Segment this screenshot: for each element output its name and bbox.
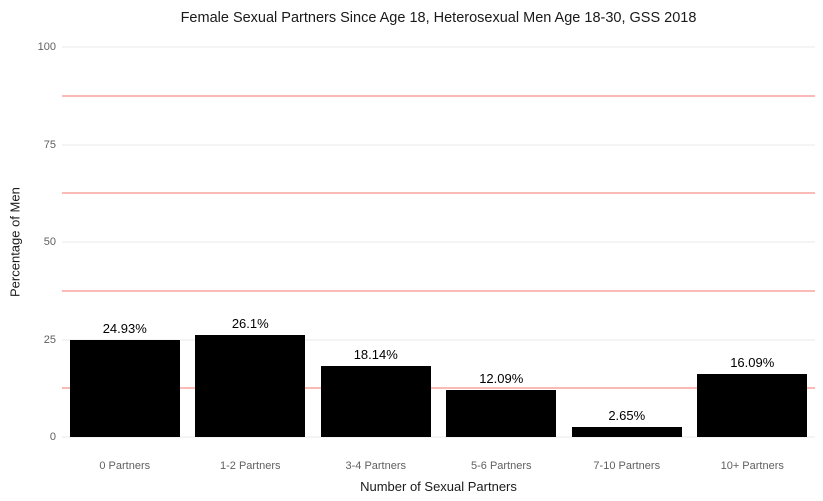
gridline-layer	[62, 46, 815, 438]
plot-panel: 24.93% 26.1% 18.14% 12.09% 2.65% 16.09%	[62, 46, 815, 438]
bar-slot: 24.93%	[62, 47, 188, 437]
bar-slot: 12.09%	[439, 47, 565, 437]
bar	[697, 374, 808, 437]
chart-title: Female Sexual Partners Since Age 18, Het…	[180, 10, 697, 26]
x-axis-title: Number of Sexual Partners	[360, 479, 517, 494]
bar-slot: 2.65%	[564, 47, 690, 437]
bar	[571, 426, 682, 437]
minor-gridline	[62, 95, 815, 97]
y-axis-tick-labels: 0 25 50 75 100	[0, 41, 56, 443]
bars-layer: 24.93% 26.1% 18.14% 12.09% 2.65% 16.09%	[62, 47, 815, 437]
y-tick-label: 0	[49, 431, 56, 443]
bar-value-label: 12.09%	[479, 370, 524, 386]
bar	[446, 389, 557, 437]
bar-value-label: 18.14%	[353, 347, 398, 363]
bar-value-label: 2.65%	[608, 407, 646, 423]
x-tick-label: 1-2 Partners	[219, 460, 281, 472]
major-gridline	[62, 144, 815, 145]
y-tick-label: 75	[43, 138, 56, 151]
bar-value-label: 16.09%	[730, 355, 775, 371]
y-tick-label: 25	[43, 333, 56, 346]
y-tick-label: 50	[43, 236, 56, 248]
bar	[195, 335, 306, 437]
x-tick-label: 7-10 Partners	[593, 460, 661, 472]
minor-gridline	[62, 192, 815, 194]
bar-value-label: 26.1%	[231, 316, 269, 332]
x-axis-tick-labels: 0 Partners 1-2 Partners 3-4 Partners 5-6 Pa…	[62, 460, 815, 472]
minor-gridline	[62, 387, 815, 389]
bar	[320, 366, 431, 437]
x-tick-label: 3-4 Partners	[345, 460, 407, 472]
bar-slot: 18.14%	[313, 47, 439, 437]
x-tick-label: 5-6 Partners	[470, 460, 532, 472]
y-tick-label: 100	[37, 41, 56, 53]
x-tick-label: 10+ Partners	[720, 460, 784, 472]
bar-slot: 26.1%	[188, 47, 314, 437]
major-gridline	[62, 339, 815, 340]
x-tick-label: 0 Partners	[99, 460, 151, 472]
bar-slot: 16.09%	[690, 47, 816, 437]
bar	[69, 339, 180, 437]
major-gridline	[62, 241, 815, 243]
minor-gridline	[62, 290, 815, 292]
bar-value-label: 24.93%	[102, 320, 147, 336]
major-gridline	[62, 46, 815, 48]
major-gridline	[62, 436, 815, 438]
